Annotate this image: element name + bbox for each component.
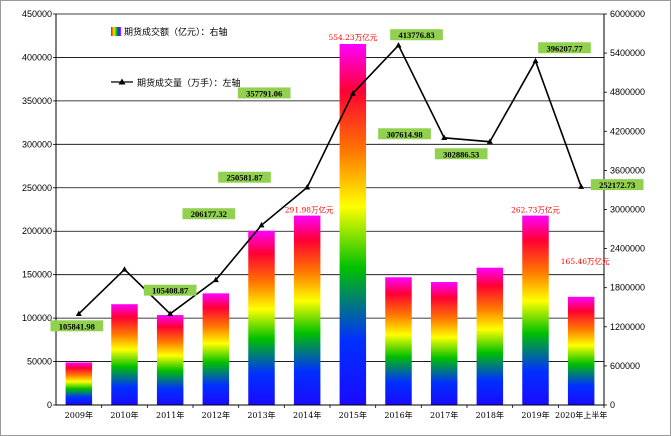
line-point xyxy=(441,134,448,141)
value-label-box xyxy=(237,87,291,99)
right-axis-tick-label: 1800000 xyxy=(610,283,645,293)
bar xyxy=(293,215,321,405)
bars xyxy=(65,43,595,406)
bar xyxy=(522,215,549,405)
right-axis-tick-label: 0 xyxy=(610,400,615,410)
right-axis-tick-label: 4200000 xyxy=(610,126,645,136)
legend-bar-swatch xyxy=(111,27,121,36)
value-label-box xyxy=(143,284,197,296)
line-point xyxy=(167,310,174,316)
category-label: 2010年 xyxy=(110,410,138,420)
right-axis-tick-label: 600000 xyxy=(610,361,640,371)
line-point xyxy=(395,42,402,48)
line-point xyxy=(121,266,128,272)
category-label: 2015年 xyxy=(339,410,367,420)
value-label: 105841.98 xyxy=(59,321,95,331)
value-label: 252172.73 xyxy=(599,180,635,190)
amount-label: 262.73万亿元 xyxy=(511,205,560,215)
value-label-box xyxy=(434,148,488,160)
left-axis-tick-label: 300000 xyxy=(22,139,52,149)
value-label: 357791.06 xyxy=(246,88,282,98)
right-axis-tick-label: 2400000 xyxy=(610,244,645,254)
category-label: 2009年 xyxy=(65,410,93,420)
bar xyxy=(156,315,184,405)
line-point xyxy=(75,310,82,316)
line-point xyxy=(578,183,585,189)
value-label: 302886.53 xyxy=(443,149,479,159)
value-label-box xyxy=(50,320,104,332)
value-label-box xyxy=(538,42,591,54)
category-label: 2012年 xyxy=(202,410,230,420)
bar xyxy=(430,282,458,405)
bar xyxy=(476,267,504,405)
amount-label: 554.23万亿元 xyxy=(328,32,377,42)
line-point xyxy=(212,276,219,283)
value-label: 413776.83 xyxy=(398,30,434,40)
line-point xyxy=(349,90,356,96)
value-label-box xyxy=(378,128,431,140)
amount-label: 165.46万亿元 xyxy=(561,256,610,266)
value-label-box xyxy=(218,171,271,183)
axes: 0 50000 100000 150000 200000 250000 300000 3500… xyxy=(22,9,645,420)
volume-polyline xyxy=(78,43,582,315)
bar xyxy=(248,230,275,405)
right-axis-tick-label: 4800000 xyxy=(610,87,645,97)
right-axis-tick-label: 5400000 xyxy=(610,48,645,58)
legend-line-label: 期货成交量（万手）：左轴 xyxy=(137,77,241,89)
value-label-box xyxy=(590,179,644,191)
category-label: 2018年 xyxy=(476,410,504,420)
bar xyxy=(339,43,367,406)
left-axis-tick-label: 450000 xyxy=(22,9,52,19)
value-label: 307614.98 xyxy=(386,129,422,139)
legend-bar-label: 期货成交额（亿元）：右轴 xyxy=(124,26,228,38)
line-point xyxy=(304,184,311,190)
category-label: 2016年 xyxy=(384,410,412,420)
left-axis-tick-label: 0 xyxy=(47,400,52,410)
value-label: 250581.87 xyxy=(226,173,263,183)
value-label: 206177.32 xyxy=(191,209,227,219)
category-label: 2020年上半年 xyxy=(555,410,607,420)
category-label: 2013年 xyxy=(247,410,275,420)
left-axis-tick-label: 200000 xyxy=(22,226,52,236)
bar xyxy=(202,293,230,405)
legend: 期货成交额（亿元）：右轴 期货成交量（万手）：左轴 xyxy=(111,26,241,89)
line-point xyxy=(258,221,265,228)
data-labels: 105841.98 105408.87 206177.32 250581.87 3577… xyxy=(50,29,644,332)
bar xyxy=(111,304,138,405)
category-label: 2011年 xyxy=(156,410,184,420)
line-point xyxy=(532,57,539,64)
bar xyxy=(385,277,412,405)
category-label: 2019年 xyxy=(521,410,549,420)
value-label: 105408.87 xyxy=(152,286,189,296)
left-axis-tick-label: 250000 xyxy=(22,183,52,193)
left-axis-tick-label: 400000 xyxy=(22,52,52,62)
bar xyxy=(65,362,93,405)
line-point xyxy=(486,138,493,144)
left-axis-tick-label: 350000 xyxy=(22,96,52,106)
left-axis-tick-label: 150000 xyxy=(22,270,52,280)
left-axis-tick-label: 100000 xyxy=(22,313,52,323)
left-axis-tick-label: 50000 xyxy=(27,357,52,367)
right-axis-tick-label: 3000000 xyxy=(610,205,645,215)
gridlines xyxy=(56,13,604,362)
value-label: 396207.77 xyxy=(546,43,583,53)
legend-line-marker xyxy=(118,78,126,85)
value-label-box xyxy=(390,29,443,41)
volume-line xyxy=(75,42,585,316)
right-axis-tick-label: 1200000 xyxy=(610,322,645,332)
right-axis-tick-label: 6000000 xyxy=(610,9,645,19)
category-label: 2014年 xyxy=(293,410,321,420)
amount-label: 291.98万亿元 xyxy=(285,205,334,215)
right-axis-tick-label: 3600000 xyxy=(610,165,645,175)
value-label-box xyxy=(182,208,236,220)
bar xyxy=(567,296,595,405)
category-label: 2017年 xyxy=(430,410,458,420)
